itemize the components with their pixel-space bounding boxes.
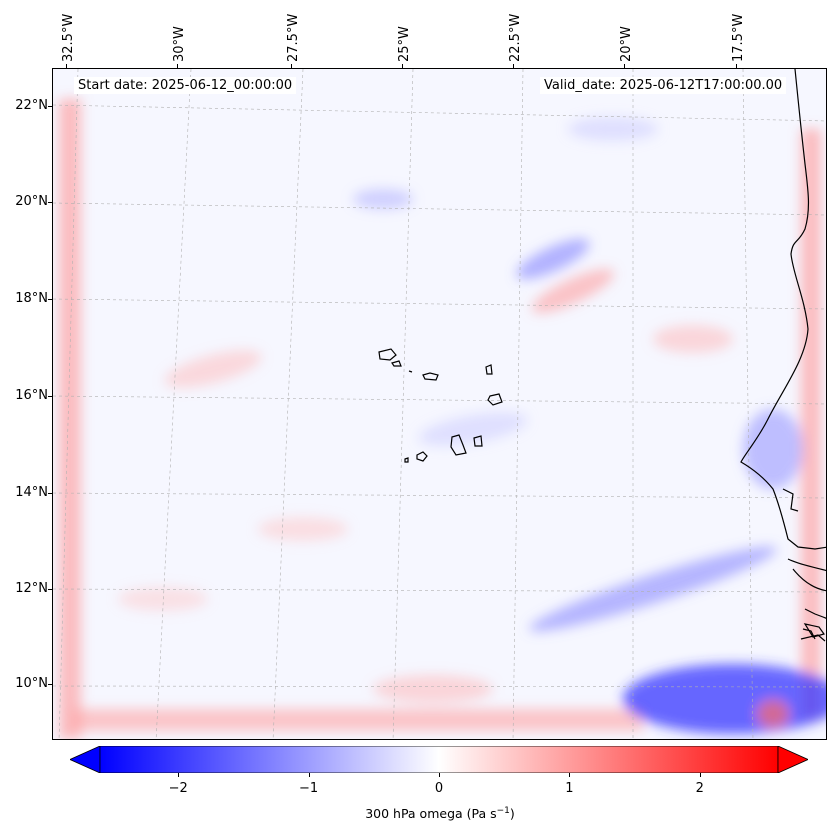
meridian-line: [512, 69, 524, 739]
graticule: [53, 69, 826, 739]
lat-tick: [48, 299, 52, 300]
lon-label-25w: 25°W: [397, 26, 412, 62]
colorbar-tick-label: 1: [565, 781, 574, 796]
island-brava: [404, 457, 409, 463]
colorbar-tick-label: 0: [434, 781, 444, 796]
meridian-line: [155, 69, 192, 739]
colorbar-tick-label: 2: [695, 781, 704, 796]
island-boa-vista: [487, 393, 503, 406]
island-sao-nicolau: [422, 372, 439, 381]
colorbar-tick: [308, 773, 310, 777]
start-date-label: Start date: 2025-06-12_00:00:00: [74, 77, 297, 94]
red-patch: [373, 675, 493, 703]
colorbar-tick: [178, 773, 180, 777]
lon-tick: [513, 64, 514, 68]
lat-tick: [48, 202, 52, 203]
colorbar: [70, 746, 808, 773]
lon-tick: [291, 64, 292, 68]
coast-detail: [782, 488, 799, 512]
coast-detail: [787, 558, 826, 572]
african-coastline: [740, 69, 826, 550]
field-background: [53, 69, 826, 739]
lat-label-10n: 10°N: [15, 676, 48, 691]
island-sao-vicente: [391, 360, 402, 367]
blue-patch: [418, 412, 528, 446]
lon-tick: [736, 64, 737, 68]
lat-label-20n: 20°N: [15, 194, 48, 209]
meridian-line: [272, 69, 304, 739]
colorbar-tick-label: −1: [299, 781, 319, 796]
lon-label-20w: 20°W: [619, 26, 634, 62]
colorbar-max-extend: [777, 746, 808, 773]
colorbar-label: 300 hPa omega (Pa s−1): [365, 806, 515, 822]
south-boundary-band: [73, 709, 643, 731]
coast-detail: [800, 634, 826, 642]
blue-band: [529, 546, 777, 632]
valid-date-label: Valid_date: 2025-06-12T17:00:00.00: [540, 77, 787, 94]
lat-tick: [48, 684, 52, 685]
island-santa-luzia: [408, 370, 413, 373]
coast-detail: [802, 628, 816, 640]
lat-label-14n: 14°N: [15, 485, 48, 500]
lat-label-18n: 18°N: [15, 291, 48, 306]
meridian-line: [742, 69, 754, 739]
colorbar-gradient: [99, 746, 779, 773]
lon-label-17-5w: 17.5°W: [731, 13, 746, 62]
lat-label-22n: 22°N: [15, 98, 48, 113]
lon-tick: [177, 64, 178, 68]
meridian-line: [392, 69, 414, 739]
east-boundary-band: [801, 129, 821, 719]
lon-tick: [402, 64, 403, 68]
coast-detail: [804, 608, 826, 619]
lat-tick: [48, 589, 52, 590]
meridian-line: [58, 69, 79, 739]
lon-tick: [66, 64, 67, 68]
omega-field-map: [53, 69, 826, 739]
colorbar-min-extend: [70, 746, 101, 773]
island-sal: [485, 364, 493, 375]
map-frame[interactable]: [52, 68, 827, 740]
lon-tick: [624, 64, 625, 68]
red-patch: [757, 700, 789, 728]
colorbar-tick: [569, 773, 571, 777]
island-santo-antao: [378, 348, 397, 361]
field-patches: [59, 99, 826, 739]
red-patch: [531, 269, 615, 313]
coastlines: [378, 69, 826, 642]
red-patch: [118, 587, 208, 611]
island-santiago: [450, 434, 467, 456]
island-fogo: [416, 451, 428, 462]
coast-detail: [792, 568, 826, 592]
coast-detail: [803, 623, 825, 638]
lat-tick: [48, 396, 52, 397]
lon-label-22-5w: 22.5°W: [508, 13, 523, 62]
lat-tick: [48, 493, 52, 494]
lat-label-12n: 12°N: [15, 581, 48, 596]
colorbar-tick: [439, 773, 440, 777]
lon-label-27-5w: 27.5°W: [286, 13, 301, 62]
lat-label-16n: 16°N: [15, 388, 48, 403]
colorbar-tick-label: −2: [168, 781, 188, 796]
blue-patch: [353, 189, 413, 209]
lat-tick: [48, 106, 52, 107]
lon-label-32-5w: 32.5°W: [61, 13, 76, 62]
blue-patch: [516, 238, 590, 280]
blue-patch: [568, 117, 658, 141]
red-patch: [258, 517, 348, 541]
colorbar-tick: [699, 773, 701, 777]
west-boundary-band: [59, 99, 81, 739]
red-patch: [164, 350, 262, 388]
lon-label-30w: 30°W: [172, 26, 187, 62]
island-maio: [473, 435, 483, 447]
red-patch: [653, 325, 733, 353]
blue-patch: [743, 409, 803, 489]
